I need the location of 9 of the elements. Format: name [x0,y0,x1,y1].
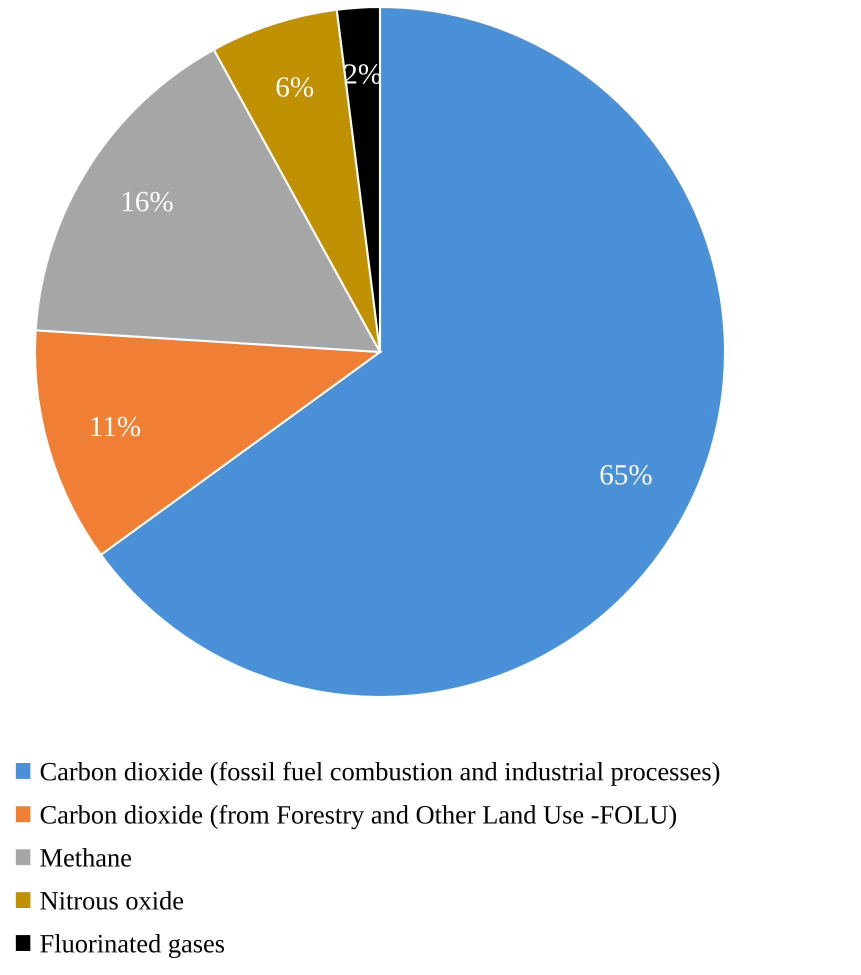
legend-label: Fluorinated gases [40,934,224,958]
legend-label: Nitrous oxide [40,891,184,910]
data-label: 6% [276,77,314,97]
legend-label: Carbon dioxide (from Forestry and Other Land Use -FOLU) [40,804,676,830]
data-label: 16% [122,192,173,212]
data-label: 65% [600,464,652,485]
legend-label: Carbon dioxide (fossil fuel combustion and industrial processes) [40,762,720,786]
data-label: 11% [91,416,140,436]
legend-label: Methane [40,848,131,867]
